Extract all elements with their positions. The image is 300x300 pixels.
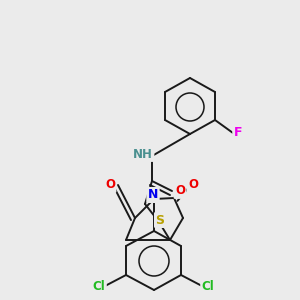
Text: Cl: Cl (202, 280, 214, 292)
Text: O: O (105, 178, 115, 191)
Text: F: F (234, 127, 242, 140)
Text: NH: NH (133, 148, 153, 160)
Text: S: S (155, 214, 164, 226)
Text: O: O (188, 178, 198, 191)
Text: O: O (175, 184, 185, 197)
Text: N: N (148, 188, 158, 202)
Text: Cl: Cl (93, 280, 105, 292)
